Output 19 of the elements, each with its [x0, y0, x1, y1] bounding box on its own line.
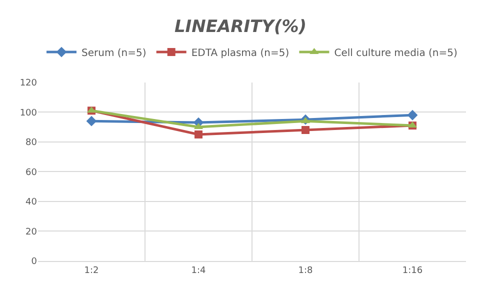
- y-tick-label: 80: [26, 138, 38, 148]
- y-tick-label: 0: [31, 257, 38, 268]
- chart-title: LINEARITY(%): [174, 17, 307, 38]
- point: [194, 130, 202, 138]
- y-tick-label: 20: [26, 227, 38, 238]
- legend-label: Serum (n=5): [82, 48, 146, 59]
- y-tick-label: 100: [20, 108, 38, 118]
- y-tick-label: 60: [26, 168, 38, 178]
- legend-label: EDTA plasma (n=5): [191, 48, 290, 59]
- y-tick-label: 40: [26, 198, 38, 208]
- y-tick-label: 120: [20, 78, 38, 89]
- x-tick-label: 1:4: [191, 266, 206, 276]
- legend-label: Cell culture media (n=5): [334, 48, 458, 59]
- point: [86, 116, 97, 126]
- x-tick-label: 1:2: [84, 266, 99, 276]
- point: [302, 126, 310, 134]
- point: [407, 110, 418, 120]
- x-tick-label: 1:16: [402, 266, 423, 276]
- x-tick-label: 1:8: [298, 266, 314, 276]
